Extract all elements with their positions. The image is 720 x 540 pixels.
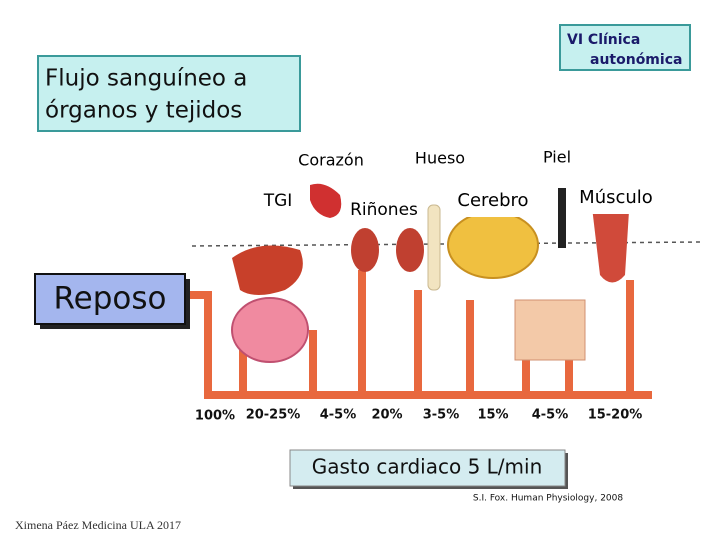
organ-label: Músculo <box>579 187 653 208</box>
label-box <box>447 185 540 217</box>
organ-label: Piel <box>543 148 571 167</box>
cardiac-output: Gasto cardiaco 5 L/min <box>312 455 543 479</box>
percentage: 4-5% <box>320 408 357 423</box>
organ-label: TGI <box>263 191 293 211</box>
organ-label: Riñones <box>350 200 418 220</box>
organ-label: Cerebro <box>457 190 528 211</box>
percentage: 20-25% <box>246 408 301 423</box>
organ-label: Hueso <box>415 149 465 168</box>
percentage: 20% <box>371 408 402 423</box>
label-box <box>342 195 427 225</box>
badge-text: VI Clínica <box>567 32 640 48</box>
badge-box <box>559 24 691 71</box>
state-box <box>34 273 186 325</box>
label-box <box>290 146 372 174</box>
author: Ximena Páez Medicina ULA 2017 <box>15 518 181 532</box>
percentage: 3-5% <box>423 408 460 423</box>
organ-label: Corazón <box>298 151 364 170</box>
percentage: 100% <box>195 409 235 424</box>
title: órganos y tejidos <box>45 98 242 124</box>
label-box <box>405 143 475 173</box>
organ-illustrations <box>231 150 630 363</box>
output-box <box>289 449 566 487</box>
citation: S.I. Fox. Human Physiology, 2008 <box>473 494 624 504</box>
percentage: 15-20% <box>588 408 643 423</box>
label-box <box>535 143 580 171</box>
title-box <box>37 55 301 132</box>
title: Flujo sanguíneo a <box>45 66 247 92</box>
badge-text: autonómica <box>590 52 682 68</box>
label-box <box>570 182 662 214</box>
percentage: 4-5% <box>532 408 569 423</box>
label-box <box>250 185 307 215</box>
state-label: Reposo <box>54 281 167 317</box>
percentage: 15% <box>477 408 508 423</box>
